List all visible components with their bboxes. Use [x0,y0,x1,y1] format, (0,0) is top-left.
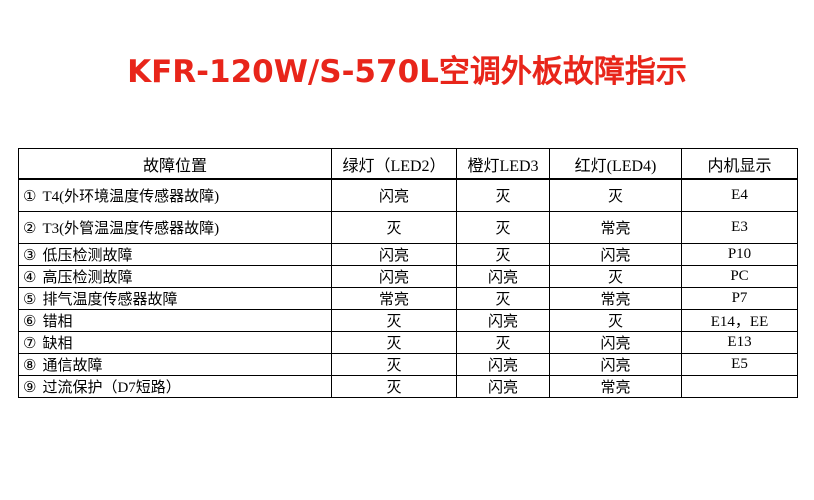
row-location-text: 缺相 [42,336,73,352]
cell-orange-led: 闪亮 [456,375,550,398]
row-location-text: T3(外管温温度传感器故障) [42,221,220,237]
cell-fault-location: ⑦ 缺相 [18,331,332,354]
row-location-text: 过流保护（D7短路） [42,380,181,396]
table-row: ⑦ 缺相 灭 灭 闪亮 E13 [18,331,798,354]
table-row: ① T4(外环境温度传感器故障) 闪亮 灭 灭 E4 [18,178,798,212]
row-location-text: T4(外环境温度传感器故障) [42,189,220,205]
cell-fault-location: ⑤ 排气温度传感器故障 [18,287,332,310]
row-index: ⑧ [23,358,37,374]
column-header-red-led: 红灯(LED4) [549,148,682,180]
cell-green-led: 灭 [331,353,457,376]
cell-indoor-display: E3 [681,211,798,244]
cell-red-led: 常亮 [549,287,682,310]
page-title: KFR-120W/S-570L空调外板故障指示 [127,54,687,90]
row-index: ⑥ [23,314,37,330]
row-index: ③ [23,248,37,264]
cell-fault-location: ⑥ 错相 [18,309,332,332]
cell-indoor-display: E13 [681,331,798,354]
cell-green-led: 灭 [331,211,457,244]
row-index: ⑤ [23,292,37,308]
cell-red-led: 灭 [549,265,682,288]
table-row: ④ 高压检测故障 闪亮 闪亮 灭 PC [18,265,798,288]
cell-green-led: 闪亮 [331,243,457,266]
cell-orange-led: 灭 [456,287,550,310]
row-location-text: 低压检测故障 [42,248,133,264]
table-row: ⑧ 通信故障 灭 闪亮 闪亮 E5 [18,353,798,376]
row-location-text: 通信故障 [42,358,103,374]
cell-red-led: 闪亮 [549,243,682,266]
table-row: ③ 低压检测故障 闪亮 灭 闪亮 P10 [18,243,798,266]
cell-orange-led: 灭 [456,211,550,244]
column-header-indoor-display: 内机显示 [681,148,798,180]
cell-orange-led: 灭 [456,178,550,212]
cell-fault-location: ④ 高压检测故障 [18,265,332,288]
cell-green-led: 灭 [331,375,457,398]
table-row: ② T3(外管温温度传感器故障) 灭 灭 常亮 E3 [18,211,798,244]
cell-fault-location: ② T3(外管温温度传感器故障) [18,211,332,244]
row-index: ② [23,221,37,237]
table-body: ① T4(外环境温度传感器故障) 闪亮 灭 灭 E4 ② T3(外管温温度传感器故障… [18,178,798,398]
cell-green-led: 闪亮 [331,265,457,288]
cell-orange-led: 闪亮 [456,353,550,376]
cell-fault-location: ⑧ 通信故障 [18,353,332,376]
cell-indoor-display: P7 [681,287,798,310]
row-index: ⑨ [23,380,37,396]
cell-orange-led: 闪亮 [456,265,550,288]
cell-orange-led: 灭 [456,331,550,354]
table-row: ⑤ 排气温度传感器故障 常亮 灭 常亮 P7 [18,287,798,310]
fault-indication-table-wrapper: 故障位置 绿灯（LED2） 橙灯LED3 红灯(LED4) 内机显示 ① T4(外… [18,148,798,398]
cell-fault-location: ⑨ 过流保护（D7短路） [18,375,332,398]
cell-green-led: 常亮 [331,287,457,310]
cell-fault-location: ③ 低压检测故障 [18,243,332,266]
row-location-text: 错相 [42,314,73,330]
cell-green-led: 灭 [331,331,457,354]
cell-red-led: 闪亮 [549,331,682,354]
cell-green-led: 灭 [331,309,457,332]
cell-indoor-display: E14，EE [681,309,798,332]
cell-green-led: 闪亮 [331,178,457,212]
column-header-location: 故障位置 [18,148,332,180]
cell-red-led: 常亮 [549,375,682,398]
cell-orange-led: 闪亮 [456,309,550,332]
cell-red-led: 灭 [549,309,682,332]
table-row: ⑥ 错相 灭 闪亮 灭 E14，EE [18,309,798,332]
column-header-orange-led: 橙灯LED3 [456,148,550,180]
row-index: ④ [23,270,37,286]
row-index: ① [23,189,37,205]
cell-indoor-display: PC [681,265,798,288]
cell-red-led: 灭 [549,178,682,212]
column-header-green-led: 绿灯（LED2） [331,148,457,180]
cell-orange-led: 灭 [456,243,550,266]
cell-indoor-display: E5 [681,353,798,376]
cell-indoor-display: P10 [681,243,798,266]
cell-red-led: 闪亮 [549,353,682,376]
cell-indoor-display [681,375,798,398]
table-header-row: 故障位置 绿灯（LED2） 橙灯LED3 红灯(LED4) 内机显示 [18,148,798,180]
row-location-text: 高压检测故障 [42,270,133,286]
cell-fault-location: ① T4(外环境温度传感器故障) [18,178,332,212]
cell-indoor-display: E4 [681,178,798,212]
fault-indication-table: 故障位置 绿灯（LED2） 橙灯LED3 红灯(LED4) 内机显示 ① T4(外… [18,148,798,398]
row-location-text: 排气温度传感器故障 [42,292,178,308]
table-row: ⑨ 过流保护（D7短路） 灭 闪亮 常亮 [18,375,798,398]
row-index: ⑦ [23,336,37,352]
cell-red-led: 常亮 [549,211,682,244]
table-header: 故障位置 绿灯（LED2） 橙灯LED3 红灯(LED4) 内机显示 [18,148,798,180]
